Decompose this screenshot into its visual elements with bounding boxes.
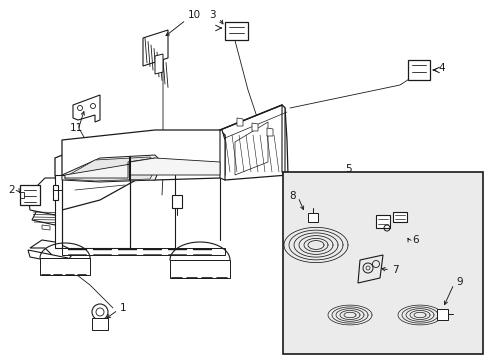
Text: 9: 9 xyxy=(455,277,462,287)
Polygon shape xyxy=(28,178,62,215)
Polygon shape xyxy=(237,118,243,126)
Polygon shape xyxy=(142,30,168,66)
Text: 7: 7 xyxy=(391,265,398,275)
Text: 10: 10 xyxy=(187,10,201,20)
Circle shape xyxy=(92,304,108,320)
Polygon shape xyxy=(224,22,247,40)
Polygon shape xyxy=(392,212,406,222)
Text: 2: 2 xyxy=(8,185,15,195)
Text: 5: 5 xyxy=(344,164,350,174)
Polygon shape xyxy=(32,210,60,225)
Polygon shape xyxy=(62,155,162,182)
Polygon shape xyxy=(92,318,108,330)
Polygon shape xyxy=(220,105,287,180)
Circle shape xyxy=(96,308,104,316)
Text: 3: 3 xyxy=(209,10,216,20)
Polygon shape xyxy=(155,54,163,74)
Text: 11: 11 xyxy=(70,123,83,133)
Bar xyxy=(283,172,482,354)
Polygon shape xyxy=(55,138,162,210)
Text: 6: 6 xyxy=(411,235,418,245)
Polygon shape xyxy=(53,185,58,200)
Polygon shape xyxy=(266,128,272,136)
Polygon shape xyxy=(307,213,317,222)
Polygon shape xyxy=(130,158,220,175)
Text: 8: 8 xyxy=(289,191,295,201)
Polygon shape xyxy=(20,185,40,205)
Polygon shape xyxy=(40,258,90,275)
Polygon shape xyxy=(282,105,285,175)
Polygon shape xyxy=(42,225,50,230)
Polygon shape xyxy=(220,130,224,180)
Polygon shape xyxy=(65,158,155,178)
Polygon shape xyxy=(375,215,389,228)
Polygon shape xyxy=(55,175,62,248)
Polygon shape xyxy=(62,248,224,255)
Polygon shape xyxy=(65,157,158,181)
Polygon shape xyxy=(251,123,258,131)
Polygon shape xyxy=(170,260,229,278)
Polygon shape xyxy=(30,240,72,260)
Polygon shape xyxy=(28,250,70,265)
Polygon shape xyxy=(436,309,447,320)
Text: 1: 1 xyxy=(120,303,126,313)
Polygon shape xyxy=(172,195,182,208)
Polygon shape xyxy=(62,130,224,180)
Text: 4: 4 xyxy=(437,63,444,73)
Polygon shape xyxy=(407,60,429,80)
